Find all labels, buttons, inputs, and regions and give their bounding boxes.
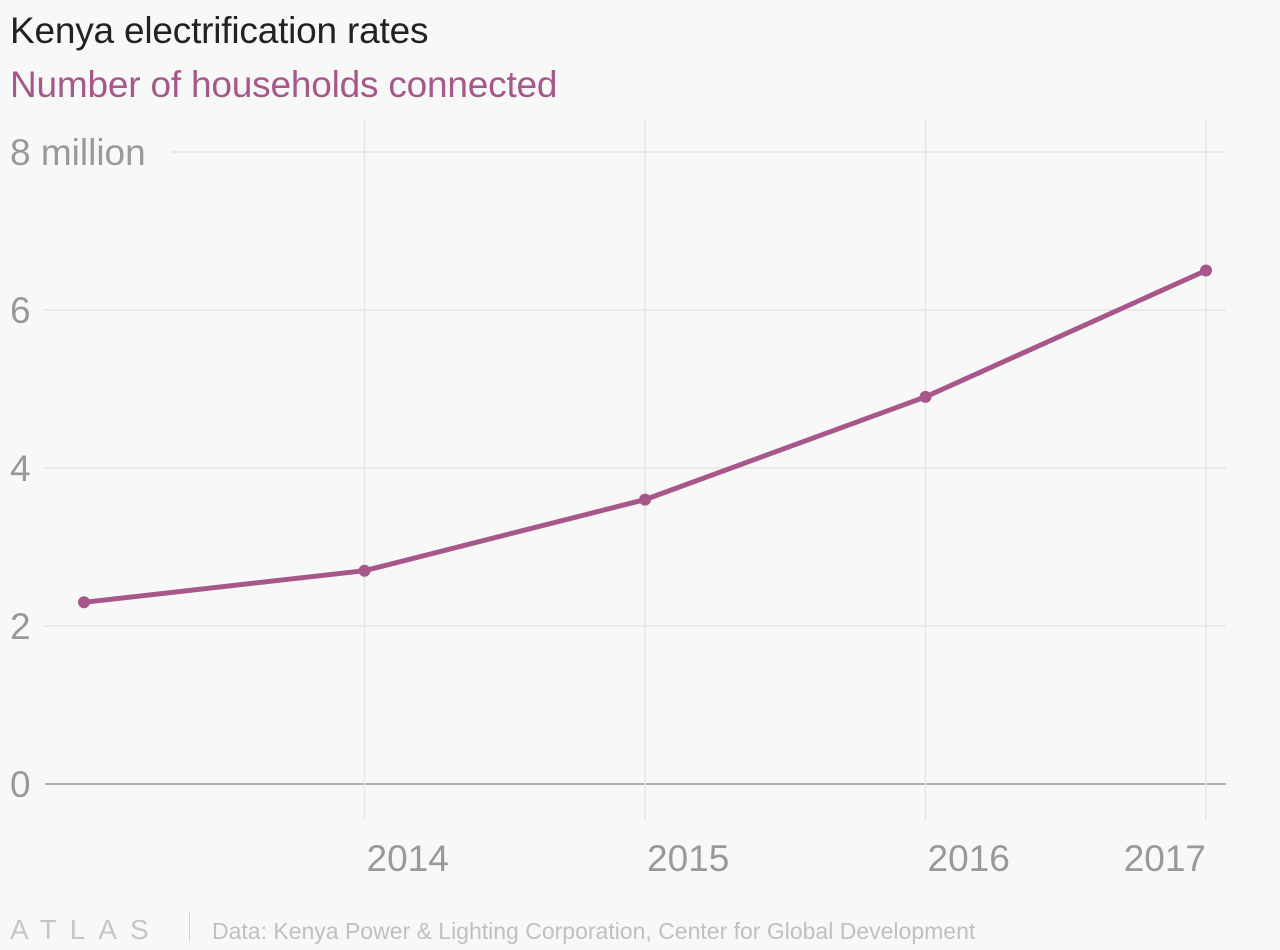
y-tick-label: 0 (10, 764, 31, 805)
y-tick-label: 2 (10, 606, 31, 647)
chart-title: Kenya electrification rates (10, 10, 429, 51)
footer: ATLAS Data: Kenya Power & Lighting Corpo… (0, 906, 1280, 950)
x-tick-label: 2015 (647, 838, 729, 879)
grid-lines (45, 120, 1226, 820)
y-tick-label: 4 (10, 448, 31, 489)
data-point (78, 596, 90, 609)
y-axis-ticks: 0 2 4 6 8 million (10, 132, 146, 805)
data-point (639, 493, 651, 506)
data-point (1200, 264, 1212, 277)
x-axis-ticks: 2014 2015 2016 2017 (367, 838, 1207, 879)
x-tick-label: 2017 (1124, 838, 1206, 879)
data-point (358, 564, 371, 577)
series-layer (78, 264, 1212, 609)
source-note: Data: Kenya Power & Lighting Corporation… (212, 918, 976, 944)
y-tick-label: 6 (10, 290, 31, 331)
x-tick-label: 2014 (367, 838, 449, 879)
footer-divider (189, 912, 190, 942)
data-point (919, 390, 932, 403)
y-tick-label: 8 million (10, 132, 146, 173)
x-tick-label: 2016 (928, 838, 1010, 879)
atlas-logo: ATLAS (10, 914, 162, 945)
chart-subtitle: Number of households connected (10, 64, 558, 105)
